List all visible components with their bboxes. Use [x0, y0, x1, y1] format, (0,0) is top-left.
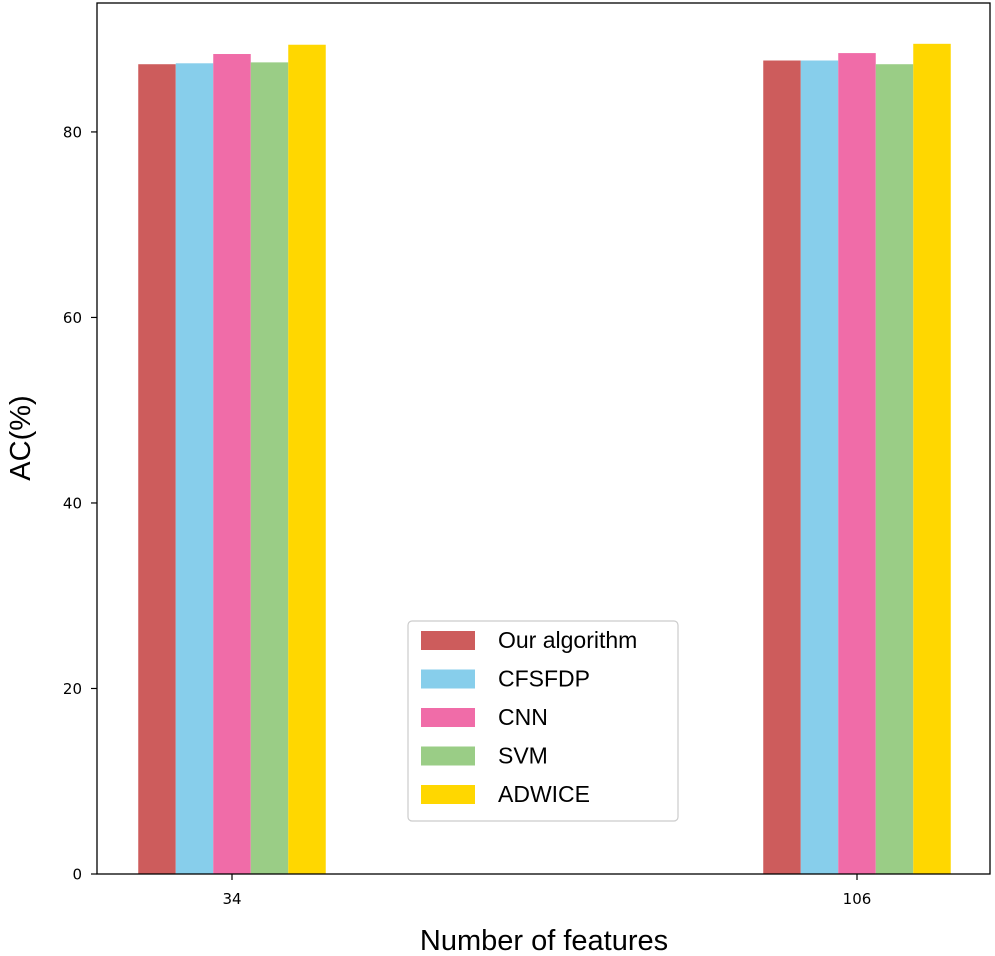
- y-tick-label: 80: [63, 123, 82, 141]
- legend-frame: [407, 620, 679, 822]
- bar-svm-34: [250, 62, 289, 874]
- y-tick-label: 60: [63, 309, 82, 327]
- y-axis: 0 20 40 60 80: [63, 123, 97, 884]
- bar-adwice-34: [288, 44, 326, 875]
- legend-label: SVM: [498, 743, 548, 769]
- bar-our-algorithm-34: [138, 64, 176, 874]
- x-tick-label: 34: [222, 890, 241, 908]
- bar-cnn-34: [213, 54, 251, 875]
- legend-swatch-cnn: [421, 708, 475, 727]
- bar-our-algorithm-106: [763, 60, 801, 874]
- legend-swatch-svm: [421, 746, 475, 766]
- axes-frame: [96, 2, 991, 875]
- legend-swatch-our-algorithm: [421, 631, 475, 650]
- bars-group: [138, 43, 951, 875]
- legend-label: CNN: [498, 704, 548, 730]
- y-axis-label: AC(%): [5, 395, 37, 480]
- x-axis-label: Number of features: [420, 925, 668, 956]
- y-tick-label: 20: [63, 680, 82, 698]
- y-tick-label: 0: [72, 866, 82, 884]
- legend-swatch-adwice: [421, 785, 475, 804]
- legend-label: Our algorithm: [498, 627, 637, 653]
- bar-svm-106: [875, 64, 914, 874]
- legend-label: ADWICE: [498, 781, 590, 807]
- bar-cfsfdp-34: [175, 63, 214, 875]
- legend: Our algorithm CFSFDP CNN SVM ADWICE: [407, 620, 679, 822]
- bar-cfsfdp-106: [800, 60, 839, 874]
- legend-label: CFSFDP: [498, 666, 590, 692]
- legend-swatch-cfsfdp: [421, 669, 475, 689]
- y-tick-label: 40: [63, 494, 82, 512]
- bar-adwice-106: [913, 43, 951, 874]
- x-axis: 34 106: [222, 874, 871, 908]
- bar-cnn-106: [838, 53, 876, 874]
- x-tick-label: 106: [843, 890, 872, 908]
